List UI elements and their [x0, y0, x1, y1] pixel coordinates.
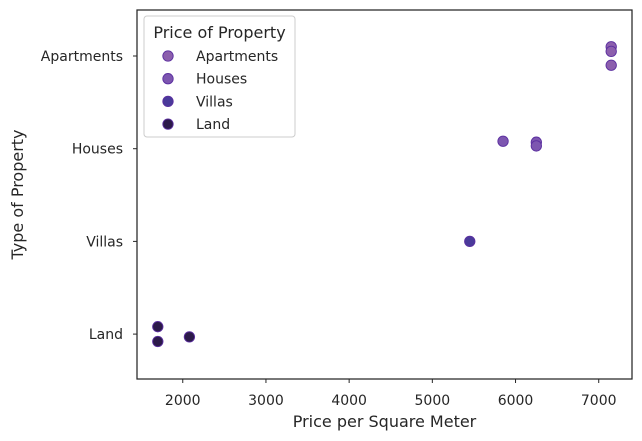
data-point: [464, 235, 476, 248]
data-point: [497, 135, 509, 147]
legend-marker: [162, 95, 174, 108]
data-point: [152, 321, 164, 333]
data-point: [605, 59, 617, 71]
legend-marker: [162, 73, 174, 85]
x-tick-label: 5000: [415, 393, 451, 409]
y-tick-label: Villas: [86, 234, 123, 250]
legend-label: Houses: [196, 72, 247, 88]
legend-box: [143, 15, 296, 138]
legend-marker: [162, 50, 174, 62]
x-tick-label: 3000: [248, 393, 284, 409]
data-point: [605, 45, 617, 58]
y-ticks: Apartments Houses Villas Land: [41, 49, 137, 343]
legend-label: Villas: [196, 94, 233, 110]
plot-frame: [136, 9, 633, 380]
data-point: [152, 335, 164, 348]
data-point: [530, 140, 542, 152]
legend-label: Land: [196, 117, 230, 133]
x-axis-label: Price per Square Meter: [293, 412, 477, 431]
legend: Price of Property Apartments Houses Villas…: [143, 15, 296, 138]
y-axis-label: Type of Property: [8, 129, 27, 260]
legend-label: Apartments: [196, 49, 278, 65]
x-tick-label: 6000: [498, 393, 534, 409]
x-tick-label: 2000: [165, 393, 201, 409]
points-layer: [152, 41, 617, 348]
data-point: [183, 331, 196, 343]
x-tick-label: 4000: [331, 393, 367, 409]
legend-items: Apartments Houses Villas Land: [162, 49, 278, 133]
legend-marker: [162, 118, 174, 130]
legend-title: Price of Property: [153, 23, 285, 42]
x-tick-label: 7000: [581, 393, 617, 409]
y-tick-label: Land: [89, 327, 123, 343]
y-tick-label: Houses: [72, 142, 123, 158]
x-ticks: 2000 3000 4000 5000 6000 7000: [165, 379, 617, 409]
y-tick-label: Apartments: [41, 49, 123, 65]
